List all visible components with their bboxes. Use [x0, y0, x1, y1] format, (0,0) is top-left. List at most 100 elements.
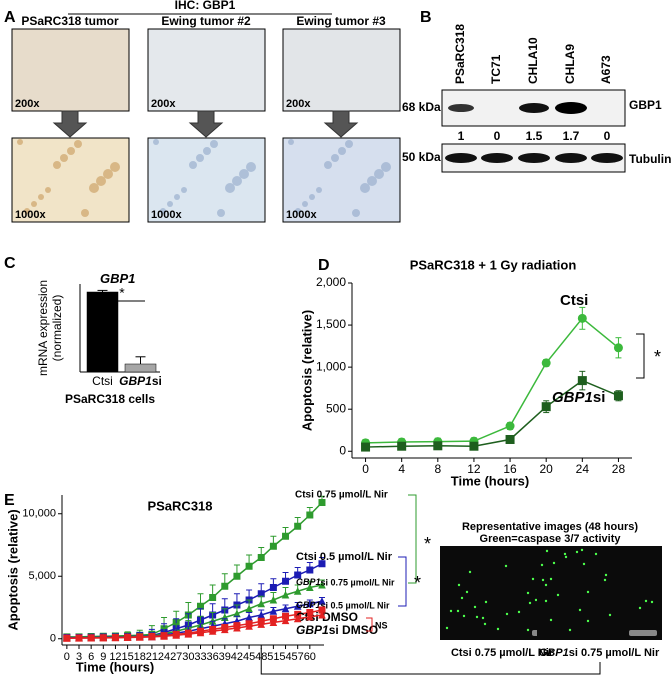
cell-signal — [582, 562, 586, 566]
lane-label: PSaRC318 — [453, 24, 467, 84]
cell-texture — [167, 201, 173, 207]
annotation: * — [119, 285, 125, 301]
y-tick-label: 1,000 — [316, 359, 346, 373]
marker — [220, 625, 229, 634]
cell-signal — [604, 573, 608, 577]
column-title: Ewing tumor #2 — [161, 14, 251, 28]
cell-texture — [381, 162, 391, 172]
marker — [281, 616, 290, 625]
y-tick-label: 1,500 — [316, 317, 346, 331]
annotation: NS — [375, 620, 388, 630]
chart-title: PSaRC318 + 1 Gy radiation — [410, 257, 577, 272]
x-tick-label: 3 — [76, 651, 82, 663]
cell-texture — [81, 209, 89, 217]
cell-signal — [580, 548, 584, 552]
cell-signal — [483, 622, 487, 626]
x-tick-label: 42 — [231, 651, 243, 663]
marker — [541, 402, 551, 412]
cell-texture — [103, 169, 113, 179]
cell-signal — [564, 555, 568, 559]
marker — [269, 607, 278, 615]
cell-texture — [331, 154, 339, 162]
cell-signal — [526, 628, 530, 632]
x-tick-label: 4 — [398, 462, 405, 476]
cell-signal — [460, 596, 464, 600]
marker — [281, 604, 290, 613]
marker — [233, 623, 241, 632]
x-tick-label: 12 — [109, 651, 121, 663]
x-tick-label: 39 — [219, 651, 231, 663]
scale-bar-box — [629, 630, 657, 636]
x-tick-label: 28 — [612, 462, 626, 476]
protein-label: GBP1 — [629, 98, 662, 112]
cell-signal — [449, 609, 453, 613]
magnification: 200x — [151, 98, 176, 110]
cell-signal — [496, 627, 500, 631]
bar — [124, 363, 157, 373]
series-label: GBP1si DMSO — [296, 623, 378, 637]
marker — [245, 604, 253, 613]
marker — [306, 599, 314, 608]
series-label: GBP1si 0.75 µmol/L Nir — [296, 577, 395, 587]
fluorescence-image — [537, 546, 662, 640]
marker — [87, 633, 95, 642]
magnification: 1000x — [286, 209, 317, 221]
quantification: 0 — [494, 129, 501, 143]
cell-texture — [217, 209, 225, 217]
cell-texture — [316, 187, 322, 193]
marker — [172, 631, 181, 639]
marker — [196, 628, 205, 637]
italic-gene: GBP1 — [119, 374, 152, 388]
cell-texture — [309, 194, 315, 200]
italic-gene: GBP1 — [296, 600, 321, 610]
y-axis-label-line: mRNA expression — [36, 280, 50, 376]
lane-label: TC71 — [489, 54, 503, 84]
marker — [269, 584, 277, 591]
marker — [577, 313, 587, 323]
blot-band — [555, 102, 587, 114]
cell-texture — [24, 208, 30, 214]
cell-signal — [457, 583, 461, 587]
protein-label: Tubulin — [629, 152, 671, 166]
cell-signal — [549, 577, 553, 581]
y-tick-label: 5,000 — [28, 570, 56, 582]
marker — [318, 499, 326, 506]
panel-label: E — [4, 492, 15, 509]
magnification: 200x — [15, 98, 40, 110]
x-tick-label: 21 — [146, 651, 158, 663]
panel-label: B — [420, 9, 432, 26]
marker — [306, 583, 314, 591]
cell-texture — [324, 161, 332, 169]
cell-signal — [504, 564, 508, 568]
italic-gene: GBP1 — [296, 577, 321, 587]
y-tick-label: 0 — [339, 443, 346, 457]
marker — [306, 511, 314, 519]
cell-signal — [556, 593, 560, 597]
cell-texture — [89, 183, 99, 193]
cell-signal — [465, 590, 469, 594]
cell-signal — [528, 601, 532, 605]
marker — [269, 618, 278, 626]
y-tick-label: 2,000 — [316, 275, 346, 289]
cell-texture — [96, 176, 106, 186]
series-label: GBP1si 0.5 µmol/L Nir — [296, 600, 390, 610]
cell-texture — [160, 208, 166, 214]
cell-signal — [481, 616, 485, 620]
cell-texture — [302, 201, 308, 207]
italic-gene: GBP1 — [296, 623, 329, 637]
cell-texture — [352, 209, 360, 217]
cell-signal — [462, 614, 466, 618]
series-label: Ctsi — [560, 292, 588, 309]
cell-texture — [45, 187, 51, 193]
cell-texture — [189, 161, 197, 169]
y-axis-label: Apoptosis (relative) — [299, 310, 314, 431]
marker — [433, 441, 443, 451]
marker-label: 68 kDa — [402, 100, 441, 114]
series-line — [365, 379, 619, 448]
panel-label: C — [4, 255, 16, 272]
cell-texture — [360, 183, 370, 193]
cell-texture — [31, 201, 37, 207]
cell-signal — [456, 609, 460, 613]
cell-signal — [603, 578, 607, 582]
